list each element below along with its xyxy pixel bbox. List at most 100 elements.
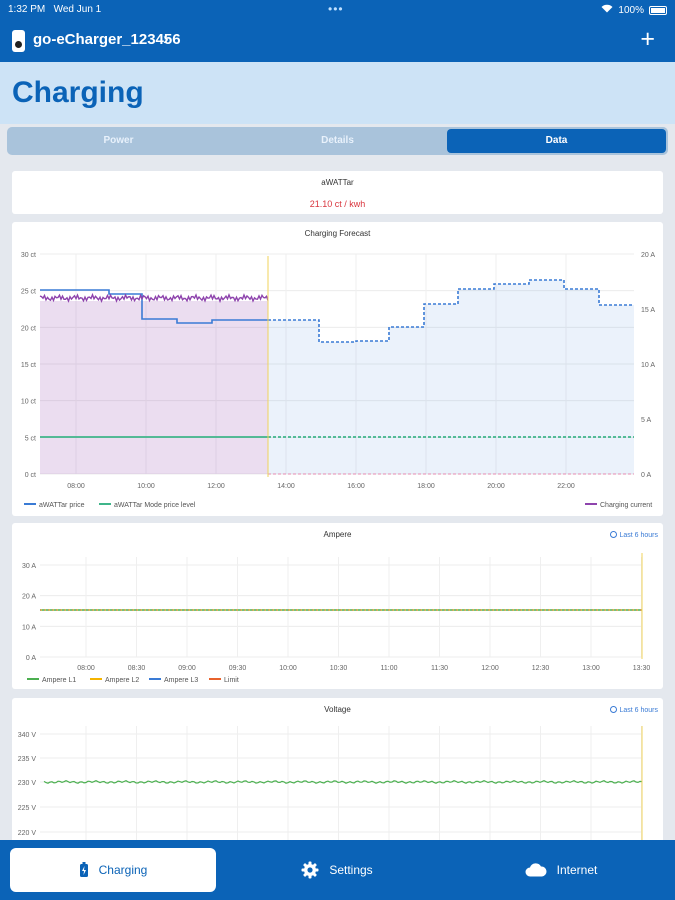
- battery-icon: [649, 5, 667, 15]
- add-icon[interactable]: +: [640, 25, 655, 53]
- segment-details[interactable]: Details: [321, 135, 354, 146]
- y-left-tick: 25 ct: [21, 289, 36, 296]
- y-right-tick: 15 A: [641, 307, 655, 314]
- segment-power[interactable]: Power: [103, 135, 134, 146]
- voltage-chart: 340 V 235 V 230 V 225 V 220 V: [18, 726, 643, 840]
- x-tick: 10:00: [137, 483, 155, 490]
- tab-charging[interactable]: Charging: [10, 848, 216, 892]
- clock-icon: [610, 706, 618, 713]
- y-left-tick: 0 ct: [25, 472, 36, 479]
- x-tick: 13:30: [633, 665, 651, 672]
- gear-icon: [301, 861, 319, 879]
- x-tick: 09:00: [178, 665, 196, 672]
- forecast-card: Charging Forecast 0 ct 5 ct 10 ct 15 ct 20 c…: [12, 222, 663, 516]
- x-tick: 22:00: [557, 483, 575, 490]
- y-right-tick: 10 A: [641, 362, 655, 369]
- forecast-axes: 0 ct 5 ct 10 ct 15 ct 20 ct 25 ct 30 ct 0 A 5 A 1…: [21, 252, 656, 490]
- battery-charging-icon: [79, 862, 88, 877]
- app-header: go-eCharger_123456 › +: [0, 20, 675, 62]
- forecast-title: Charging Forecast: [304, 229, 371, 238]
- tab-internet[interactable]: Internet: [458, 848, 664, 892]
- legend-l1: Ampere L1: [42, 677, 76, 684]
- awattar-price-forecast-line: [268, 279, 634, 343]
- forecast-price-area: [268, 280, 634, 474]
- tab-charging-label: Charging: [98, 863, 148, 877]
- awattar-price: 21.10 ct / kwh: [309, 199, 366, 209]
- voltage-line: [43, 780, 643, 784]
- x-tick: 08:00: [67, 483, 85, 490]
- y-tick: 220 V: [18, 830, 37, 837]
- y-right-tick: 0 A: [641, 472, 651, 479]
- clock-icon: [610, 531, 618, 538]
- x-tick: 10:00: [279, 665, 297, 672]
- x-tick: 11:00: [381, 665, 398, 672]
- charger-device-icon: [12, 30, 25, 52]
- x-tick: 14:00: [277, 483, 295, 490]
- x-tick: 16:00: [347, 483, 365, 490]
- awattar-title: aWATTar: [321, 178, 354, 187]
- legend-current: Charging current: [600, 502, 652, 509]
- tab-internet-label: Internet: [556, 863, 598, 877]
- device-name[interactable]: go-eCharger_123456: [33, 31, 181, 48]
- x-tick: 08:00: [77, 665, 95, 672]
- title-area: Charging: [0, 62, 675, 124]
- x-tick: 12:00: [481, 665, 499, 672]
- x-tick: 08:30: [128, 665, 146, 672]
- chevron-right-icon[interactable]: ›: [163, 29, 169, 48]
- ampere-chart: 0 A 10 A 20 A 30 A 08:00 08:30 09:00 09:30 10:00…: [22, 553, 650, 684]
- y-tick: 230 V: [18, 780, 37, 787]
- legend-limit: Limit: [224, 677, 239, 684]
- forecast-chart: 0 ct 5 ct 10 ct 15 ct 20 ct 25 ct 30 ct 0 A 5 A 1…: [21, 252, 656, 509]
- y-right-tick: 5 A: [641, 417, 651, 424]
- x-tick: 10:30: [330, 665, 348, 672]
- awattar-price-line: [40, 289, 268, 324]
- y-tick: 0 A: [26, 655, 36, 662]
- voltage-last-hours[interactable]: Last 6 hours: [610, 706, 658, 714]
- legend-price: aWATTar price: [39, 502, 85, 509]
- x-tick: 09:30: [229, 665, 247, 672]
- legend-l2: Ampere L2: [105, 677, 139, 684]
- y-tick: 20 A: [22, 594, 36, 601]
- ampere-grid: [40, 557, 642, 658]
- y-tick: 340 V: [18, 732, 37, 739]
- x-tick: 18:00: [417, 483, 435, 490]
- page-title: Charging: [12, 76, 144, 109]
- cloud-icon: [525, 863, 547, 877]
- voltage-title: Voltage: [324, 705, 351, 714]
- charging-current-line: [39, 292, 269, 304]
- status-bar: 1:32 PM Wed Jun 1 ••• 100%: [0, 0, 675, 20]
- legend-l3: Ampere L3: [164, 677, 198, 684]
- segmented-control: Power Details Data: [7, 127, 668, 155]
- x-tick: 13:00: [582, 665, 600, 672]
- y-left-tick: 5 ct: [25, 435, 36, 442]
- x-tick: 12:00: [207, 483, 225, 490]
- x-tick: 11:30: [431, 665, 448, 672]
- y-right-tick: 20 A: [641, 252, 655, 259]
- tab-settings[interactable]: Settings: [234, 848, 440, 892]
- ampere-last-hours[interactable]: Last 6 hours: [610, 531, 658, 539]
- legend-mode: aWATTar Mode price level: [114, 502, 196, 509]
- ampere-card: Ampere Last 6 hours 0 A 10 A 20 A 30 A 08:00…: [12, 523, 663, 689]
- y-tick: 30 A: [22, 563, 36, 570]
- voltage-axes: 340 V 235 V 230 V 225 V 220 V: [18, 732, 37, 837]
- status-time: 1:32 PM Wed Jun 1: [8, 4, 102, 15]
- charging-current-area: [40, 301, 268, 474]
- y-left-tick: 20 ct: [21, 325, 36, 332]
- awattar-card: aWATTar 21.10 ct / kwh: [12, 171, 663, 214]
- segment-data[interactable]: Data: [447, 129, 666, 153]
- ampere-axes: 0 A 10 A 20 A 30 A 08:00 08:30 09:00 09:30 10:00…: [22, 563, 650, 672]
- wifi-icon: [601, 4, 613, 16]
- x-tick: 20:00: [487, 483, 505, 490]
- y-left-tick: 15 ct: [21, 362, 36, 369]
- tab-bar: Charging Settings Internet: [0, 840, 675, 900]
- battery-percent: 100%: [618, 4, 644, 16]
- y-tick: 235 V: [18, 756, 37, 763]
- status-right: 100%: [601, 4, 667, 16]
- ampere-title: Ampere: [323, 530, 352, 539]
- multitask-dots-icon[interactable]: •••: [328, 2, 344, 16]
- y-tick: 10 A: [22, 624, 36, 631]
- y-tick: 225 V: [18, 805, 37, 812]
- tab-settings-label: Settings: [329, 863, 373, 877]
- voltage-card: Voltage Last 6 hours 340 V 235 V 230 V 225 …: [12, 698, 663, 848]
- x-tick: 12:30: [532, 665, 550, 672]
